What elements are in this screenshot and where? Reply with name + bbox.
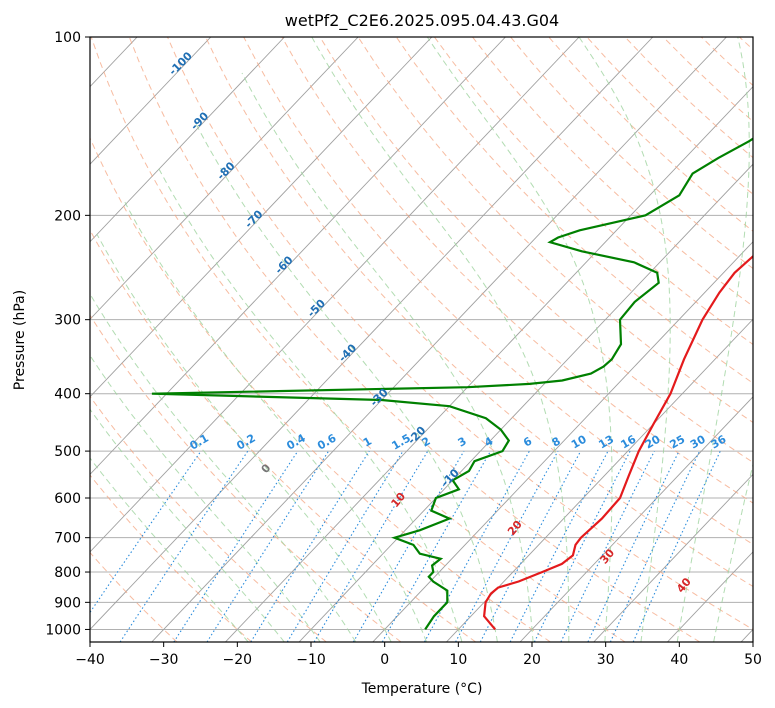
x-tick-label: −30: [149, 652, 179, 668]
isotherm-line: [90, 37, 506, 476]
isotherm-line: [593, 473, 753, 642]
x-tick-label: −10: [296, 652, 326, 668]
isotherm-line: [151, 37, 727, 642]
mixing-ratio-line: [250, 450, 370, 642]
moist-adiabat-line: [90, 408, 285, 642]
mixing-ratio-line: [173, 450, 299, 642]
dry-adiabat-line: [319, 37, 753, 463]
isotherm-line: [90, 37, 433, 398]
plot-frame: [89, 36, 754, 643]
dry-adiabat-line: [128, 37, 701, 642]
y-tick-label: 800: [54, 565, 81, 581]
x-tick-label: −40: [75, 652, 105, 668]
isotherm-line: [446, 318, 753, 642]
dry-adiabat-line: [243, 37, 753, 545]
dry-adiabat-line: [167, 37, 753, 630]
y-tick-label: 600: [54, 491, 81, 507]
x-tick-label: 30: [597, 652, 615, 668]
isotherm-line: [519, 396, 753, 642]
x-tick-label: 10: [449, 652, 467, 668]
moist-adiabat-line: [676, 37, 750, 642]
y-tick-label: 500: [54, 444, 81, 460]
mixing-ratio-line: [381, 450, 492, 642]
moist-adiabat-line: [311, 37, 570, 642]
y-tick-label: 900: [54, 595, 81, 611]
dry-adiabat-line: [281, 37, 753, 504]
moist-adiabat-line: [195, 123, 498, 642]
x-tick-label: 50: [744, 652, 762, 668]
mixing-ratio-line: [206, 450, 330, 642]
y-tick-label: 100: [54, 30, 81, 46]
isotherm-line: [90, 37, 285, 243]
dry-adiabat-line: [90, 37, 626, 642]
isotherm-line: [372, 241, 753, 642]
moist-adiabat-line: [90, 293, 357, 642]
y-tick-label: 300: [54, 313, 81, 329]
isotherm-line: [90, 37, 580, 553]
temperature-line: [482, 254, 753, 631]
series-layer: [151, 137, 753, 631]
x-tick-label: −20: [223, 652, 253, 668]
x-tick-label: 20: [523, 652, 541, 668]
moist-adiabat-line: [156, 165, 463, 642]
mixing-ratio-line: [560, 450, 655, 642]
mixing-ratio-line: [424, 450, 530, 642]
dry-adiabat-line: [90, 136, 551, 642]
chart-title: wetPf2_C2E6.2025.095.04.43.G04: [285, 11, 559, 31]
dry-adiabat-line: [357, 37, 753, 424]
x-tick-label: 40: [670, 652, 688, 668]
moist-adiabat-line: [96, 233, 392, 642]
moist-adiabat-line: [124, 201, 427, 642]
mixing-ratio-line: [533, 450, 631, 642]
dry-adiabat-line: [90, 474, 252, 642]
moist-adiabat-line: [90, 457, 249, 642]
isotherm-line: [90, 37, 212, 165]
moist-adiabat-line: [90, 354, 321, 642]
mixing-ratio-line: [632, 450, 721, 642]
y-tick-label: 400: [54, 387, 81, 403]
y-tick-label: 1000: [45, 622, 81, 638]
y-tick-label: 200: [54, 208, 81, 224]
dry-adiabat-line: [205, 37, 753, 588]
dry-adiabat-line: [90, 551, 178, 642]
dry-adiabat-line: [90, 229, 476, 642]
dry-adiabat-line: [395, 37, 753, 384]
isotherm-line: [225, 85, 753, 642]
isotherm-line: [90, 37, 654, 631]
moist-adiabat-line: [578, 37, 671, 642]
dewpoint-line: [151, 137, 753, 631]
y-axis-label: Pressure (hPa): [12, 290, 28, 390]
x-tick-label: 0: [380, 652, 389, 668]
moist-adiabat-line: [713, 462, 753, 642]
mixing-ratio-line: [286, 450, 404, 642]
x-axis-label: Temperature (°C): [361, 681, 483, 697]
y-tick-label: 700: [54, 531, 81, 547]
isotherm-line: [90, 37, 359, 320]
dry-adiabat-line: [90, 314, 402, 642]
mixing-ratio-line: [119, 450, 249, 642]
mixing-ratio-line: [455, 450, 559, 642]
